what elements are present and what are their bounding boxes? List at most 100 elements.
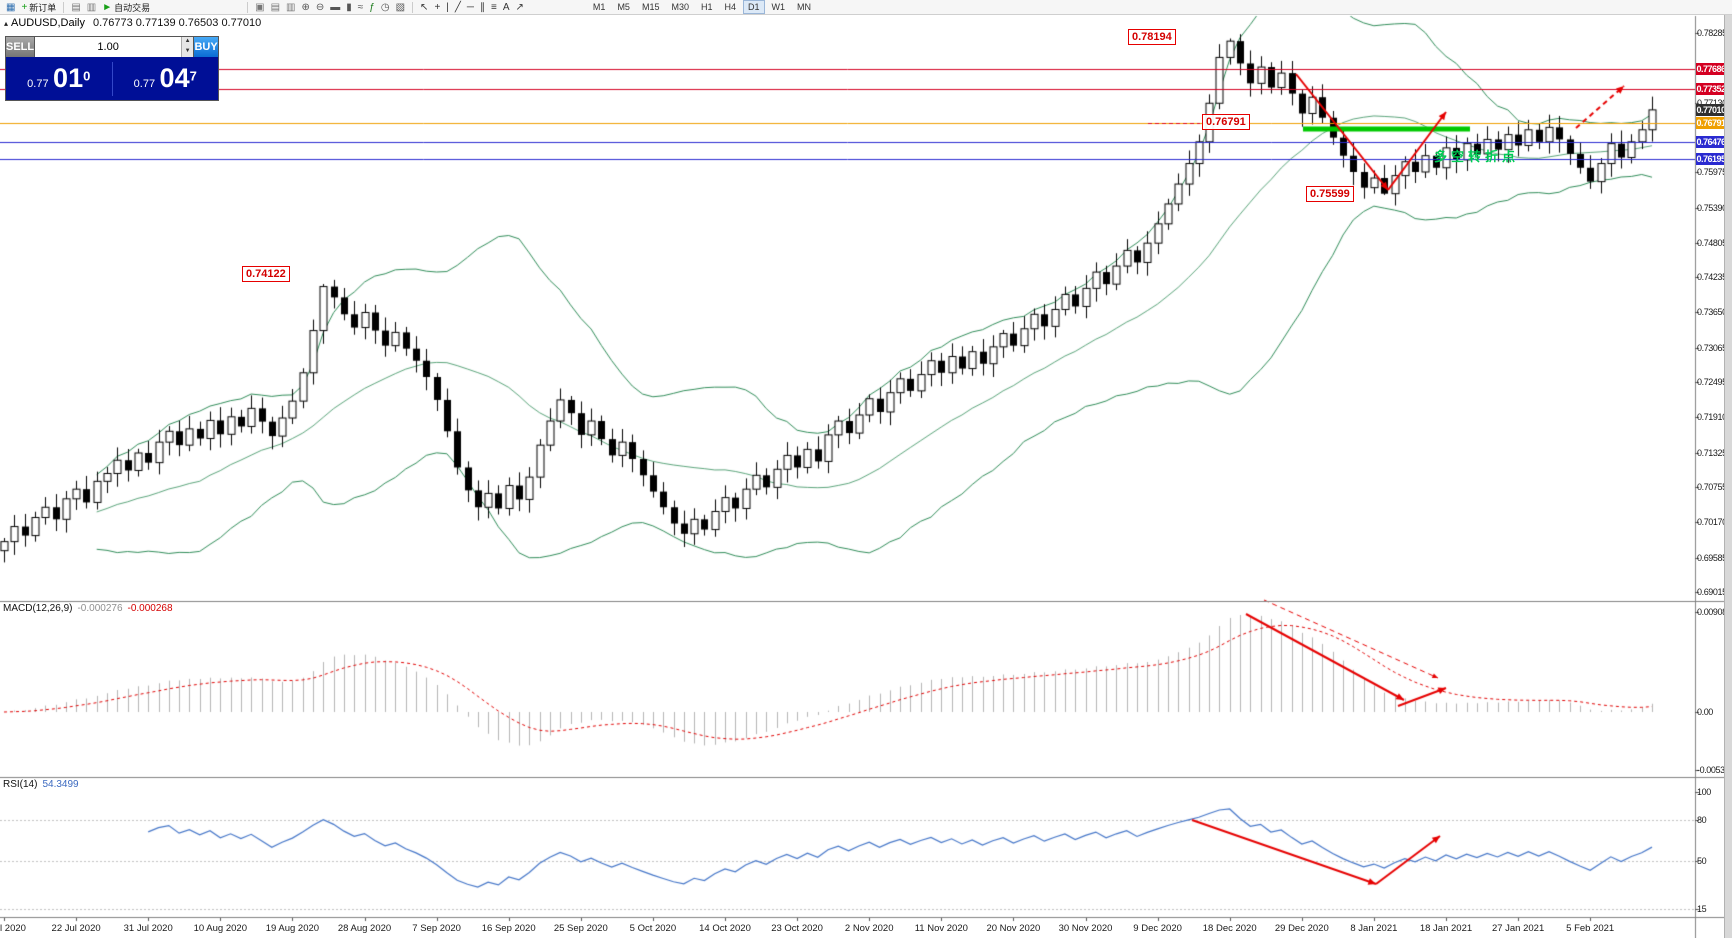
add-indicator-icon: ƒ <box>369 1 375 13</box>
one-click-trading-panel: SELL ▲ ▼ BUY 0.77 010 0.77 047 <box>5 36 219 101</box>
timeframe-button-m30[interactable]: M30 <box>671 2 689 12</box>
collapse-triangle-icon[interactable]: ▴ <box>4 19 9 28</box>
zoom-in-icon[interactable]: ⊕ <box>299 1 313 14</box>
equidistant-channel-icon: ∥ <box>480 1 486 13</box>
profiles-icon[interactable]: ▥ <box>84 1 99 14</box>
time-axis-label: 7 Sep 2020 <box>412 923 461 934</box>
bar-chart-icon[interactable]: ▬ <box>327 1 343 14</box>
price-axis-tick: 0.69585 <box>1697 552 1727 563</box>
candlestick-chart-icon: ▮ <box>346 1 352 13</box>
ask-price: 0.77 047 <box>113 63 219 94</box>
main-toolbar: ▦ + 新订单 ▤ ▥ ► 自动交易 ▣ ▤ ▥ ⊕ ⊖ ▬ ▮ ≈ ƒ ◷ ▧ ↖ + | ╱ ─ ∥ ≡ A ↗ M1 M5 M15 M… <box>0 0 1732 15</box>
price-axis-tick: 0.71910 <box>1697 412 1727 423</box>
timeframe-button-w1[interactable]: W1 <box>771 2 786 12</box>
time-axis-label: 2 Nov 2020 <box>844 923 894 934</box>
toolbar-separator <box>412 1 414 13</box>
volume-down-button[interactable]: ▼ <box>181 47 194 57</box>
horizontal-line-icon[interactable]: ─ <box>464 1 477 14</box>
timeframe-button-m5[interactable]: M5 <box>617 2 630 12</box>
ask-small-digits: 0.77 <box>133 78 156 90</box>
cascade-windows-icon[interactable]: ▣ <box>252 1 267 14</box>
fibonacci-icon[interactable]: ≡ <box>488 1 500 14</box>
cursor-icon[interactable]: ↖ <box>417 1 431 14</box>
bar-chart-icon: ▬ <box>330 1 341 13</box>
bid-ask-display: 0.77 010 0.77 047 <box>6 57 218 100</box>
cursor-icon: ↖ <box>420 1 429 13</box>
buy-button[interactable]: BUY <box>194 37 218 57</box>
equidistant-channel-icon[interactable]: ∥ <box>477 1 488 14</box>
time-axis-label: 14 Oct 2020 <box>699 923 751 934</box>
price-axis-tick: 0.74235 <box>1697 272 1727 283</box>
time-axis-label: 18 Dec 2020 <box>1202 923 1257 934</box>
time-axis-label: 20 Nov 2020 <box>986 923 1041 934</box>
cascade-windows-icon: ▣ <box>255 1 265 13</box>
auto-trading-button[interactable]: ► 自动交易 <box>99 1 153 14</box>
price-axis-tick: 0.75975 <box>1697 167 1727 178</box>
macd-name: MACD(12,26,9) <box>3 603 73 614</box>
volume-up-button[interactable]: ▲ <box>181 37 194 47</box>
time-axis-label: 5 Feb 2021 <box>1566 923 1615 934</box>
sell-button[interactable]: SELL <box>6 37 35 57</box>
timeframe-button-d1[interactable]: D1 <box>743 0 765 14</box>
line-chart-icon[interactable]: ≈ <box>355 1 367 14</box>
crosshair-icon[interactable]: + <box>431 1 443 14</box>
time-axis-label: 27 Jan 2021 <box>1491 923 1545 934</box>
tile-vertical-icon[interactable]: ▥ <box>283 1 298 14</box>
price-annotation-label: 0.74122 <box>242 266 290 282</box>
template-icon[interactable]: ▧ <box>393 1 408 14</box>
macd-main-value: -0.000276 <box>77 603 123 614</box>
horizontal-line-icon: ─ <box>466 1 475 13</box>
volume-input[interactable] <box>35 37 182 57</box>
time-axis-label: 9 Dec 2020 <box>1133 923 1182 934</box>
zoom-out-icon[interactable]: ⊖ <box>313 1 327 14</box>
toolbar-separator <box>63 1 65 13</box>
rsi-name: RSI(14) <box>3 779 38 790</box>
rsi-axis-tick: 100 <box>1697 787 1711 797</box>
time-axis-label: 25 Sep 2020 <box>553 923 608 934</box>
price-axis-tick: 0.69015 <box>1697 586 1727 597</box>
tile-horizontal-icon[interactable]: ▤ <box>268 1 283 14</box>
volume-box: ▲ ▼ <box>34 37 195 57</box>
price-badge: 0.77352 <box>1696 83 1726 96</box>
period-icon[interactable]: ◷ <box>378 1 393 14</box>
time-axis-label: 30 Nov 2020 <box>1058 923 1113 934</box>
bid-small-digits: 0.77 <box>27 78 49 90</box>
timeframe-button-h4[interactable]: H4 <box>724 2 737 12</box>
new-order-button[interactable]: + 新订单 <box>18 1 59 14</box>
app-chart-icon[interactable]: ▦ <box>3 1 18 14</box>
bid-pip-digit: 0 <box>83 68 91 84</box>
timeframe-button-m15[interactable]: M15 <box>641 2 660 12</box>
time-axis-label: 3 Jul 2020 <box>0 923 26 934</box>
rsi-axis-tick: 15 <box>1697 903 1707 914</box>
time-axis-label: 11 Nov 2020 <box>914 923 968 934</box>
chart-window-icon: ▤ <box>71 1 81 13</box>
period-icon: ◷ <box>380 1 390 13</box>
timeframe-button-h1[interactable]: H1 <box>700 2 713 12</box>
symbol-period-label: AUDUSD,Daily <box>11 17 85 29</box>
price-axis-tick: 0.77130 <box>1697 97 1727 108</box>
chart-window-icon[interactable]: ▤ <box>68 1 83 14</box>
ask-big-digits: 04 <box>159 63 190 93</box>
timeframe-button-m1[interactable]: M1 <box>592 2 606 12</box>
timeframe-button-mn[interactable]: MN <box>797 2 812 12</box>
chart-title: ▴ AUDUSD,Daily 0.76773 0.77139 0.76503 0.7… <box>4 17 261 29</box>
text-label-icon[interactable]: A <box>500 1 513 14</box>
time-axis-label: 5 Oct 2020 <box>629 923 677 934</box>
ohlc-values: 0.76773 0.77139 0.76503 0.77010 <box>92 17 262 29</box>
chinese-note-label: 多空转折点 <box>1434 149 1520 164</box>
time-axis-label: 18 Jan 2021 <box>1419 923 1473 934</box>
tile-vertical-icon: ▥ <box>286 1 296 13</box>
rsi-value: 54.3499 <box>42 779 79 790</box>
new-order-button: + <box>21 1 28 13</box>
toolbar-separator <box>247 1 249 13</box>
add-indicator-icon[interactable]: ƒ <box>366 1 378 14</box>
candlestick-chart-icon[interactable]: ▮ <box>343 1 355 14</box>
vertical-line-icon[interactable]: | <box>443 1 452 14</box>
trendline-icon[interactable]: ╱ <box>452 1 464 14</box>
price-axis-tick: 0.74805 <box>1697 237 1727 248</box>
price-annotation-label: 0.78194 <box>1128 29 1176 45</box>
arrows-tool-icon[interactable]: ↗ <box>513 1 527 14</box>
price-axis-tick: 0.75390 <box>1697 202 1727 213</box>
